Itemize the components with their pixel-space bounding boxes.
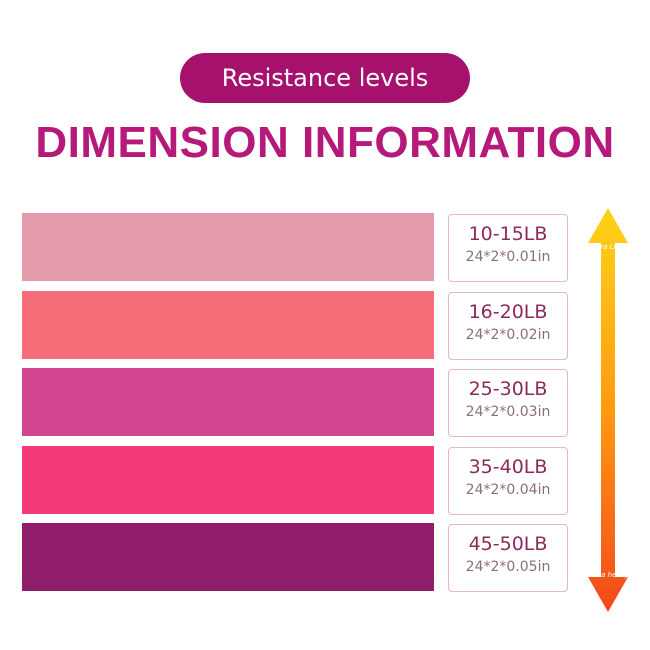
badge: Resistance levels [180,53,470,103]
level: 35-40LB [468,455,548,478]
size: 24*2*0.01in [465,249,551,265]
size: 24*2*0.04in [465,481,551,498]
band [22,290,434,359]
band [22,213,434,281]
level: 16-20LB [468,300,548,323]
size: 24*2*0.02in [465,326,551,343]
level: 25-30LB [468,378,548,400]
band [22,445,434,514]
arrow-bottom-label: Extra heavy [587,571,630,579]
band [22,368,434,436]
band-label: 45-50LB 24*2*0.05in [448,524,568,592]
band [22,523,434,591]
band-label: 35-40LB 24*2*0.04in [448,446,568,515]
level: 10-15LB [468,223,548,245]
band-label: 10-15LB 24*2*0.01in [448,214,568,282]
level: 45-50LB [468,533,548,555]
arrow-top-label: Extra Light [589,243,627,251]
size: 24*2*0.03in [465,404,551,420]
size: 24*2*0.05in [465,559,551,575]
title: DIMENSION INFORMATION [35,118,615,167]
resistance-arrow: Extra Light Extra heavy [587,208,630,612]
band-label: 16-20LB 24*2*0.02in [448,291,568,360]
band-label: 25-30LB 24*2*0.03in [448,369,568,437]
